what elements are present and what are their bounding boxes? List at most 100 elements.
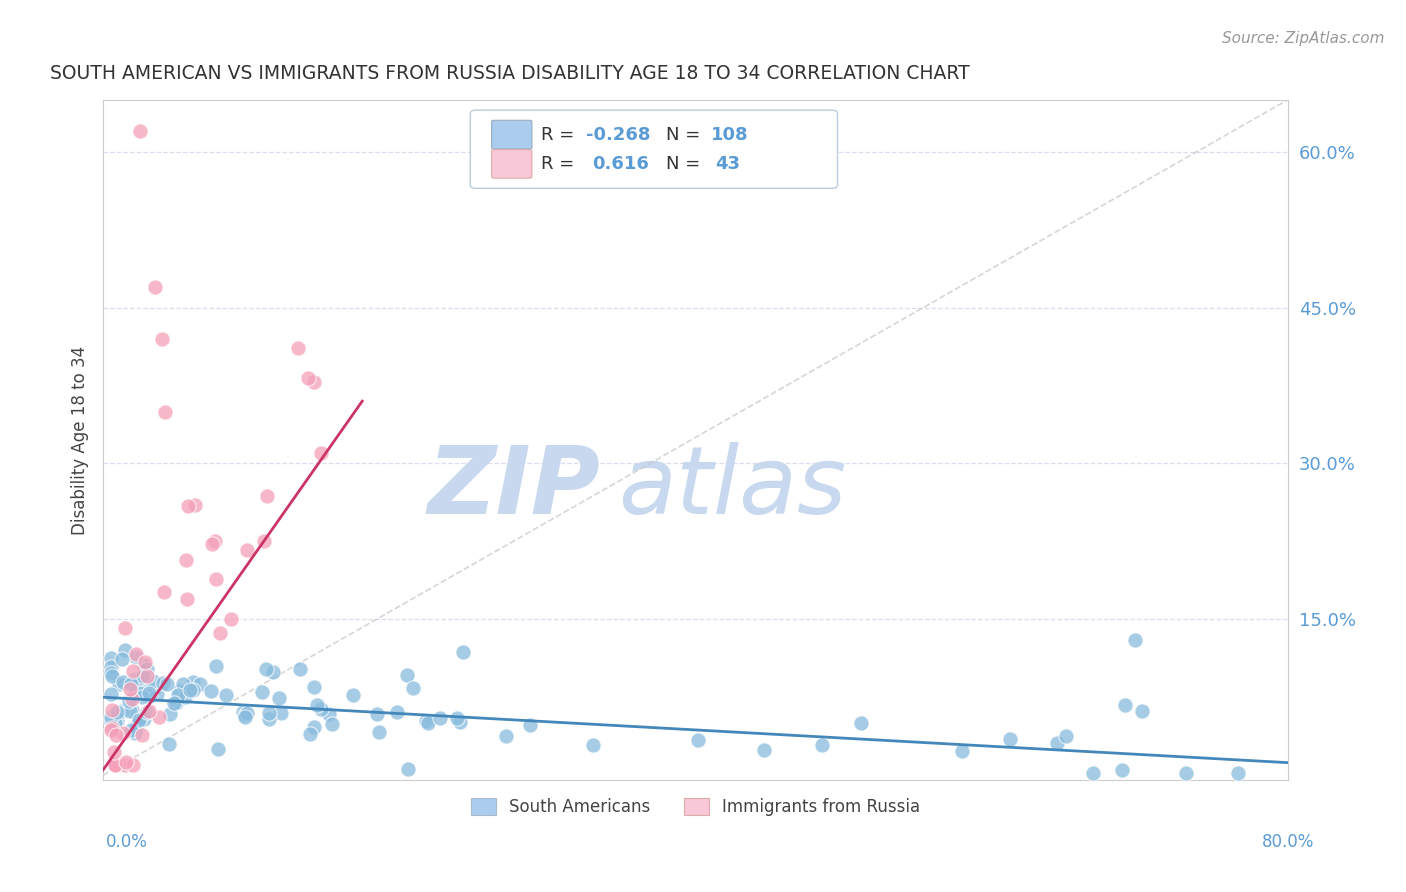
- Point: [262, 665, 284, 680]
- Point: [128, 712, 150, 726]
- Point: [309, 446, 332, 460]
- Point: [100, 721, 122, 735]
- Point: [849, 716, 872, 731]
- Text: -0.268: -0.268: [586, 126, 651, 144]
- Point: [122, 757, 145, 772]
- Point: [236, 706, 259, 720]
- Point: [100, 665, 122, 680]
- Point: [810, 739, 832, 753]
- Point: [157, 737, 180, 751]
- Point: [132, 669, 155, 683]
- Point: [305, 698, 328, 712]
- Point: [105, 705, 128, 719]
- Point: [104, 728, 127, 742]
- Point: [519, 718, 541, 732]
- Point: [418, 715, 440, 730]
- Point: [167, 683, 190, 698]
- Point: [429, 711, 451, 725]
- Point: [207, 742, 229, 756]
- Point: [124, 726, 146, 740]
- Point: [302, 680, 325, 694]
- Point: [235, 710, 257, 724]
- Point: [136, 662, 159, 676]
- Point: [309, 702, 332, 716]
- Point: [153, 585, 176, 599]
- Point: [111, 652, 134, 666]
- Point: [181, 675, 204, 690]
- Point: [136, 678, 159, 692]
- Point: [200, 684, 222, 698]
- Point: [201, 537, 224, 551]
- Point: [449, 714, 471, 729]
- Point: [112, 675, 135, 690]
- Point: [1175, 766, 1198, 780]
- Point: [100, 669, 122, 683]
- Point: [120, 677, 142, 691]
- Point: [253, 534, 276, 549]
- Point: [368, 725, 391, 739]
- Point: [131, 728, 153, 742]
- Point: [135, 669, 157, 683]
- Point: [143, 280, 166, 294]
- Text: SOUTH AMERICAN VS IMMIGRANTS FROM RUSSIA DISABILITY AGE 18 TO 34 CORRELATION CHA: SOUTH AMERICAN VS IMMIGRANTS FROM RUSSIA…: [49, 64, 970, 83]
- Point: [235, 542, 257, 557]
- Point: [1081, 766, 1104, 780]
- Point: [127, 719, 149, 733]
- Point: [1054, 729, 1077, 743]
- Point: [165, 697, 187, 711]
- Text: R =: R =: [541, 126, 581, 144]
- Point: [100, 714, 122, 728]
- Point: [287, 341, 309, 355]
- Point: [134, 713, 156, 727]
- Point: [111, 725, 134, 739]
- Point: [101, 703, 124, 717]
- Point: [114, 756, 136, 770]
- Point: [176, 592, 198, 607]
- Point: [124, 684, 146, 698]
- Point: [104, 715, 127, 730]
- Point: [950, 743, 973, 757]
- Point: [495, 729, 517, 743]
- Point: [118, 694, 141, 708]
- Point: [155, 404, 177, 418]
- Point: [128, 671, 150, 685]
- Point: [446, 711, 468, 725]
- Point: [1227, 766, 1250, 780]
- Y-axis label: Disability Age 18 to 34: Disability Age 18 to 34: [72, 345, 89, 534]
- Point: [100, 660, 122, 674]
- Text: 80.0%: 80.0%: [1263, 833, 1315, 851]
- Point: [131, 690, 153, 705]
- Point: [152, 676, 174, 690]
- Point: [100, 687, 122, 701]
- Point: [142, 673, 165, 688]
- Point: [1123, 633, 1146, 648]
- Point: [148, 710, 170, 724]
- Text: 0.0%: 0.0%: [105, 833, 148, 851]
- Text: 108: 108: [711, 126, 748, 144]
- FancyBboxPatch shape: [471, 110, 838, 188]
- Point: [208, 626, 231, 640]
- Point: [318, 707, 340, 722]
- Point: [146, 687, 169, 701]
- Point: [120, 704, 142, 718]
- Point: [205, 659, 228, 673]
- Point: [138, 685, 160, 699]
- Point: [582, 739, 605, 753]
- Point: [111, 705, 134, 719]
- Point: [1130, 704, 1153, 718]
- Point: [125, 647, 148, 661]
- Point: [321, 717, 343, 731]
- Text: N =: N =: [666, 155, 706, 173]
- Text: R =: R =: [541, 155, 581, 173]
- Text: 0.616: 0.616: [592, 155, 650, 173]
- Point: [188, 677, 211, 691]
- Point: [233, 707, 256, 722]
- Point: [120, 723, 142, 737]
- Point: [105, 757, 128, 772]
- Text: Source: ZipAtlas.com: Source: ZipAtlas.com: [1222, 31, 1385, 46]
- Point: [104, 757, 127, 772]
- Point: [298, 727, 321, 741]
- Point: [121, 665, 143, 679]
- Point: [125, 649, 148, 664]
- Point: [366, 706, 388, 721]
